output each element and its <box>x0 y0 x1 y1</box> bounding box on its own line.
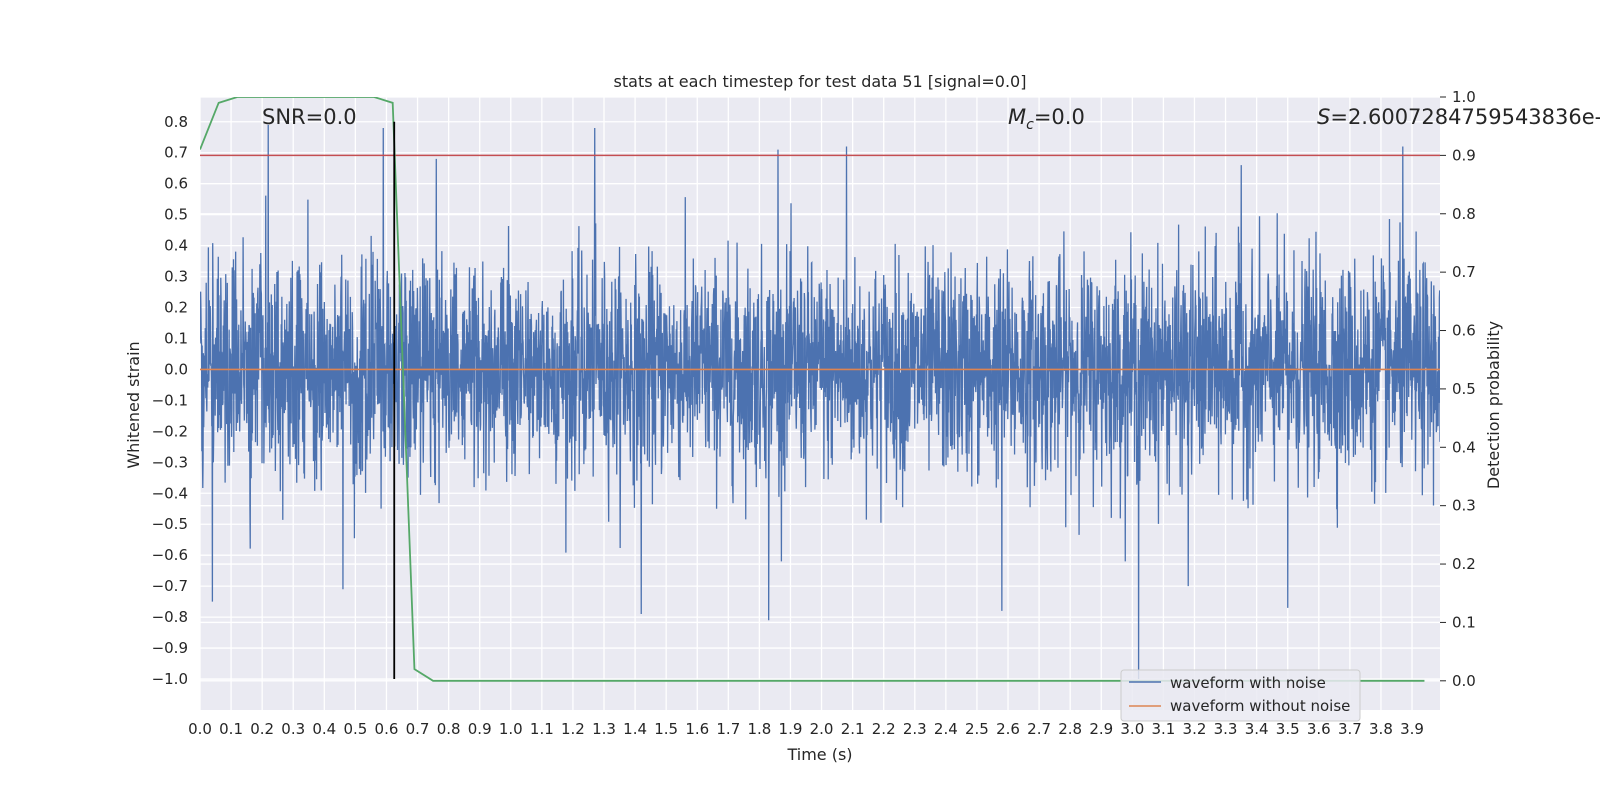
y-tick-label: 0.0 <box>164 360 188 378</box>
snr-annotation: SNR=0.0 <box>262 105 357 129</box>
y-tick-label: −0.7 <box>152 577 188 595</box>
legend-box <box>1120 669 1361 722</box>
y2-axis-label: Detection probability <box>1484 321 1503 489</box>
x-tick-label: 2.6 <box>996 720 1020 738</box>
x-tick-label: 3.7 <box>1338 720 1362 738</box>
x-tick-label: 1.6 <box>685 720 709 738</box>
x-tick-label: 3.0 <box>1120 720 1144 738</box>
y-tick-label: −0.6 <box>152 546 188 564</box>
y-tick-label: −0.4 <box>152 484 188 502</box>
x-tick-label: 2.3 <box>903 720 927 738</box>
y-tick-label: 0.7 <box>164 144 188 162</box>
x-tick-label: 1.7 <box>716 720 740 738</box>
s-annotation: S=2.6007284759543836e- <box>1317 105 1600 129</box>
y-tick-label: 0.5 <box>164 206 188 224</box>
x-tick-label: 1.1 <box>530 720 554 738</box>
y-tick-label: 0.4 <box>164 237 188 255</box>
y-tick-label: 0.6 <box>164 175 188 193</box>
y-tick-label: −0.1 <box>152 391 188 409</box>
legend: waveform with noise waveform without noi… <box>1120 669 1361 722</box>
y-tick-label: −0.3 <box>152 453 188 471</box>
y-axis-label: Whitened strain <box>124 341 143 468</box>
y2-tick-label: 0.5 <box>1452 380 1476 398</box>
y2-tick-label: 0.2 <box>1452 555 1476 573</box>
y-tick-label: 0.3 <box>164 268 188 286</box>
y-tick-label: −0.5 <box>152 515 188 533</box>
y-tick-label: 0.1 <box>164 329 188 347</box>
legend-label-clean: waveform without noise <box>1170 697 1350 715</box>
legend-label-noise: waveform with noise <box>1170 674 1326 692</box>
x-tick-label: 3.9 <box>1400 720 1424 738</box>
chart-title: stats at each timestep for test data 51 … <box>614 72 1027 91</box>
y2-axis-ticks: 1.0 0.9 0.8 0.7 0.6 0.5 0.4 0.3 0.2 0.1 0.0 <box>1440 88 1476 690</box>
x-axis-label: Time (s) <box>786 745 852 764</box>
y2-tick-label: 0.6 <box>1452 322 1476 340</box>
x-tick-label: 2.5 <box>965 720 989 738</box>
x-tick-label: 1.4 <box>623 720 647 738</box>
x-tick-label: 3.6 <box>1307 720 1331 738</box>
x-tick-label: 0.1 <box>219 720 243 738</box>
y-tick-label: 0.2 <box>164 299 188 317</box>
chirp-mass-annotation: Mc=0.0 <box>1008 105 1085 133</box>
series-lines <box>200 97 1440 682</box>
x-tick-label: 2.4 <box>934 720 958 738</box>
x-tick-label: 2.0 <box>810 720 834 738</box>
y2-tick-label: 0.1 <box>1452 613 1476 631</box>
y2-tick-label: 0.4 <box>1452 438 1476 456</box>
y2-tick-label: 0.7 <box>1452 263 1476 281</box>
x-tick-label: 0.5 <box>343 720 367 738</box>
x-tick-label: 0.2 <box>250 720 274 738</box>
y2-tick-label: 1.0 <box>1452 88 1476 106</box>
x-tick-label: 0.3 <box>281 720 305 738</box>
y2-tick-label: 0.0 <box>1452 672 1476 690</box>
x-tick-label: 1.3 <box>592 720 616 738</box>
y2-tick-label: 0.9 <box>1452 146 1476 164</box>
x-tick-label: 0.6 <box>375 720 399 738</box>
series-waveform-with-noise <box>200 124 1440 680</box>
x-tick-label: 3.8 <box>1369 720 1393 738</box>
y-tick-label: −0.8 <box>152 608 188 626</box>
x-tick-label: 0.9 <box>468 720 492 738</box>
waveform-with-noise-line <box>200 124 1440 680</box>
x-tick-label: 3.1 <box>1151 720 1175 738</box>
y-axis-ticks: 0.8 0.7 0.6 0.5 0.4 0.3 0.2 0.1 0.0 −0.1 −0.2 −0.3 −… <box>152 113 188 688</box>
x-tick-label: 3.3 <box>1214 720 1238 738</box>
x-tick-label: 0.0 <box>188 720 212 738</box>
y-tick-label: 0.8 <box>164 113 188 131</box>
x-tick-label: 1.0 <box>499 720 523 738</box>
x-tick-label: 3.4 <box>1245 720 1269 738</box>
x-tick-label: 2.2 <box>872 720 896 738</box>
y2-tick-label: 0.8 <box>1452 205 1476 223</box>
x-tick-label: 0.8 <box>437 720 461 738</box>
x-tick-label: 1.2 <box>561 720 585 738</box>
y2-tick-label: 0.3 <box>1452 497 1476 515</box>
x-tick-label: 2.8 <box>1058 720 1082 738</box>
x-tick-label: 3.2 <box>1183 720 1207 738</box>
x-tick-label: 2.7 <box>1027 720 1051 738</box>
x-tick-label: 3.5 <box>1276 720 1300 738</box>
x-tick-label: 0.7 <box>406 720 430 738</box>
detection-probability-line <box>200 97 1425 682</box>
x-tick-label: 0.4 <box>312 720 336 738</box>
x-tick-label: 2.1 <box>841 720 865 738</box>
x-tick-label: 2.9 <box>1089 720 1113 738</box>
x-tick-label: 1.8 <box>747 720 771 738</box>
y-tick-label: −1.0 <box>152 670 188 688</box>
y-tick-label: −0.2 <box>152 422 188 440</box>
x-tick-label: 1.5 <box>654 720 678 738</box>
y-tick-label: −0.9 <box>152 639 188 657</box>
x-tick-label: 1.9 <box>779 720 803 738</box>
x-axis-ticks: 0.0 0.1 0.2 0.3 0.4 0.5 0.6 0.7 0.8 0.9 1.0 1.1 1.2 1… <box>188 720 1424 738</box>
